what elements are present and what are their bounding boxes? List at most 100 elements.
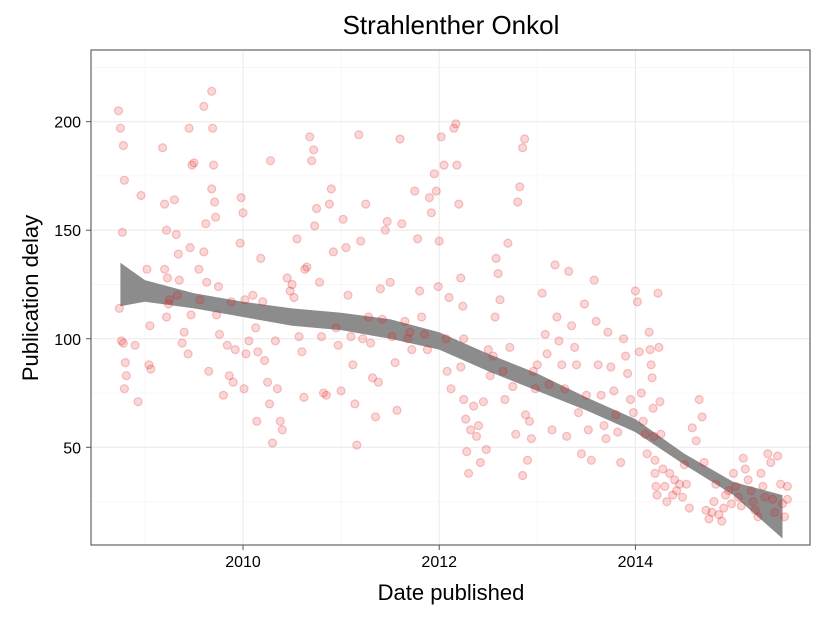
data-point [270,336,280,346]
data-point [648,403,658,413]
data-point [160,199,170,209]
data-point [210,197,220,207]
data-point [199,101,209,112]
data-point [738,453,748,463]
data-point [466,425,476,435]
data-point [115,123,126,133]
data-point [207,86,217,96]
data-point [613,427,623,437]
data-point [204,366,214,376]
data-point [647,373,657,383]
data-point [316,332,327,342]
data-point [651,481,661,491]
data-point [179,327,189,337]
data-point [265,156,276,166]
data-point [300,264,310,274]
data-point [720,490,731,500]
data-point [644,327,654,337]
y-tick-label: 200 [54,115,81,132]
data-point [726,499,737,509]
x-tick-label: 2014 [618,554,654,571]
data-point [142,264,152,274]
data-point [326,184,336,194]
data-point [212,310,222,320]
data-point [214,329,225,339]
data-point [415,286,425,296]
data-point [681,479,692,489]
data-point [554,336,564,346]
data-point [116,336,127,346]
data-point [625,394,636,405]
data-point [542,349,552,359]
data-point [719,503,729,513]
data-point [211,212,221,222]
data-point [380,225,390,235]
data-point [459,334,469,344]
data-point [185,243,195,253]
data-point [573,408,584,418]
data-point [701,505,711,515]
data-point [294,332,304,342]
data-point [459,394,469,405]
data-point [493,269,503,279]
data-point [145,321,155,331]
data-point [481,444,491,455]
data-point [144,360,154,370]
data-point [532,360,542,370]
data-point [417,312,427,322]
data-point [183,349,193,359]
data-point [508,381,518,392]
data-point [160,264,170,274]
data-point [387,332,397,342]
data-point [287,279,297,290]
data-point [114,303,125,313]
data-point [630,286,641,296]
data-point [226,297,236,307]
data-point [207,184,217,194]
chart-title: Strahlenther Onkol [343,10,560,40]
data-point [405,327,415,337]
data-point [717,516,727,526]
data-point [208,123,218,133]
data-point [649,431,659,441]
data-point [707,507,717,518]
data-point [434,236,444,246]
data-point [709,497,719,507]
data-point [328,247,338,257]
data-point [714,509,724,520]
data-point [407,345,417,355]
data-point [307,156,317,166]
data-point [444,292,454,303]
data-point [240,295,250,305]
data-point [439,160,449,170]
data-point [458,301,468,311]
data-point [260,355,270,366]
data-point [723,486,734,496]
data-point [620,351,631,361]
data-point [136,190,146,201]
data-point [552,312,562,322]
data-point [161,225,172,235]
data-point [646,360,656,370]
data-point [704,514,714,524]
data-point [483,345,493,355]
data-point [611,410,621,420]
data-point [364,312,374,322]
data-point [547,425,557,435]
data-point [775,479,786,489]
data-point [748,497,758,507]
data-point [451,119,461,129]
data-point [248,290,258,300]
data-point [119,384,130,394]
data-point [656,429,666,439]
data-point [285,286,295,296]
data-point [171,229,181,240]
data-point [130,340,140,350]
data-point [318,388,329,398]
data-point [636,388,646,398]
data-point [201,219,211,229]
data-point [120,358,130,368]
data-point [524,416,535,426]
data-point [665,468,675,478]
data-point [671,486,682,496]
